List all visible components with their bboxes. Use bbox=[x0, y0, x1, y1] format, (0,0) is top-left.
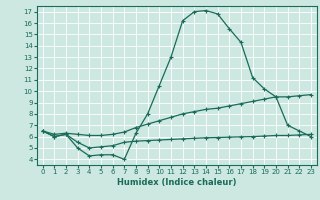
X-axis label: Humidex (Indice chaleur): Humidex (Indice chaleur) bbox=[117, 178, 236, 187]
